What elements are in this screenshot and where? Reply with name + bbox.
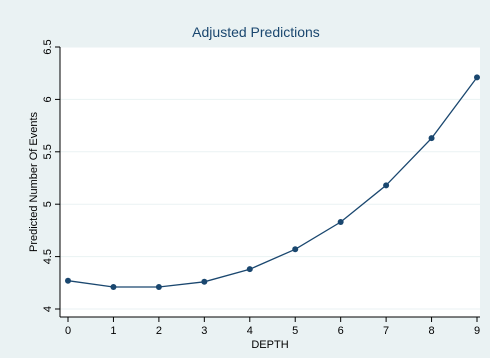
- x-tick-label: 4: [247, 325, 253, 337]
- y-tick-label: 6.5: [42, 39, 54, 54]
- data-point: [292, 246, 299, 253]
- y-tick-label: 4: [42, 306, 54, 312]
- x-tick-label: 8: [428, 325, 434, 337]
- data-point: [246, 266, 253, 273]
- x-tick-label: 3: [201, 325, 207, 337]
- y-tick-label: 4.5: [42, 249, 54, 264]
- series-line: [67, 77, 478, 288]
- x-tick-label: 5: [292, 325, 298, 337]
- x-axis-ticks: 0 1 2 3 4 5 6 7 8 9: [65, 317, 480, 337]
- x-tick-label: 7: [383, 325, 389, 337]
- data-point: [474, 74, 480, 81]
- data-point: [201, 278, 208, 285]
- y-tick-label: 5.5: [42, 144, 54, 159]
- x-tick-label: 1: [110, 325, 116, 337]
- y-tick-label: 5: [42, 201, 54, 207]
- y-axis-ticks: 4 4.5 5 5.5 6 6.5: [42, 39, 60, 312]
- x-tick-label: 2: [156, 325, 162, 337]
- data-point: [428, 135, 435, 142]
- x-tick-label: 9: [474, 325, 480, 337]
- data-point: [155, 283, 162, 290]
- y-axis-label: Predicted Number Of Events: [28, 112, 40, 253]
- grid-lines: [60, 46, 480, 310]
- x-tick-label: 0: [65, 325, 71, 337]
- data-point: [337, 219, 344, 226]
- chart-title: Adjusted Predictions: [192, 24, 320, 40]
- series: [65, 74, 480, 290]
- data-point: [110, 283, 117, 290]
- y-tick-label: 6: [42, 96, 54, 102]
- data-point: [383, 182, 390, 189]
- x-axis-label: DEPTH: [251, 339, 288, 351]
- data-point: [65, 277, 71, 284]
- x-tick-label: 6: [338, 325, 344, 337]
- plot-area: [60, 47, 480, 317]
